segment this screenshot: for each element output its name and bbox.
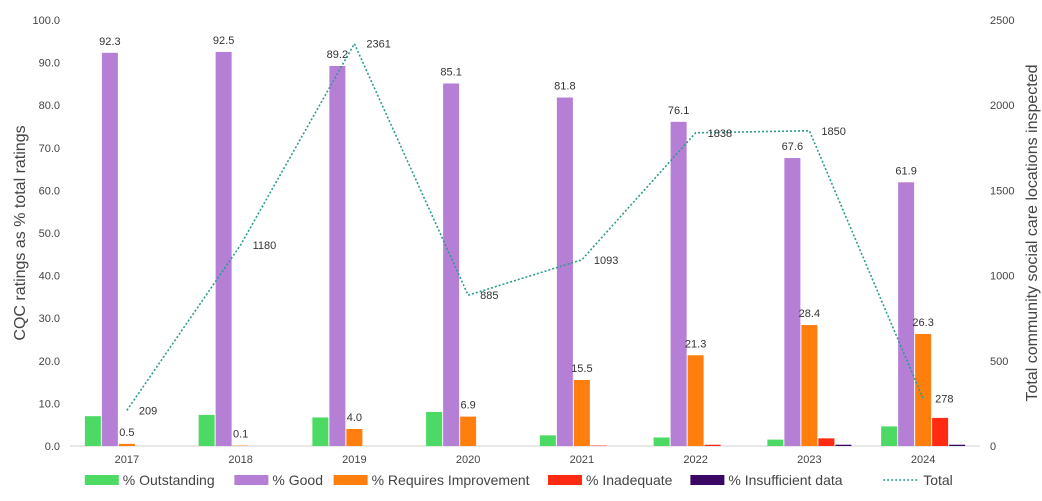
bar-requires-improvement: [574, 380, 590, 446]
total-data-label: 278: [935, 394, 953, 406]
bar-data-label: 6.9: [460, 400, 475, 412]
y-tick-label: 20.0: [39, 356, 60, 368]
legend-label: % Insufficient data: [728, 472, 842, 488]
bar-data-label: 81.8: [554, 81, 575, 93]
bar-outstanding: [85, 416, 101, 446]
bar-good: [671, 122, 687, 446]
total-data-label: 1180: [253, 240, 277, 252]
y-tick-label: 100.0: [32, 15, 60, 27]
bar-good: [216, 52, 232, 446]
bar-outstanding: [199, 415, 215, 446]
y2-tick-label: 1000: [990, 271, 1014, 283]
bar-good: [557, 98, 573, 446]
bar-data-label: 76.1: [668, 105, 689, 117]
legend-label: % Good: [272, 472, 323, 488]
y-tick-label: 0.0: [45, 441, 60, 453]
y-tick-label: 50.0: [39, 228, 60, 240]
y2-tick-label: 2500: [990, 15, 1014, 27]
bar-data-label: 4.0: [347, 412, 362, 424]
legend-swatch: [234, 475, 268, 485]
bar-good: [784, 158, 800, 446]
x-tick-label: 2024: [911, 454, 935, 466]
bar-outstanding: [426, 412, 442, 446]
bar-good: [102, 53, 118, 446]
bar-requires-improvement: [801, 325, 817, 446]
y-tick-label: 60.0: [39, 185, 60, 197]
x-tick-label: 2020: [456, 454, 480, 466]
bar-inadequate: [705, 445, 721, 446]
y2-tick-label: 2000: [990, 100, 1014, 112]
bar-data-label: 0.5: [119, 427, 134, 439]
legend-swatch: [85, 475, 119, 485]
bar-outstanding: [312, 417, 328, 446]
y2-tick-label: 0: [990, 441, 996, 453]
bar-requires-improvement: [119, 444, 135, 446]
y2-tick-label: 500: [990, 356, 1008, 368]
bar-data-label: 28.4: [799, 308, 820, 320]
bar-requires-improvement: [688, 355, 704, 446]
bar-inadequate: [932, 418, 948, 446]
x-tick-label: 2019: [342, 454, 366, 466]
bar-good: [329, 66, 345, 446]
bar-good: [443, 83, 459, 446]
bar-data-label: 85.1: [440, 66, 461, 78]
bar-data-label: 92.3: [99, 36, 120, 48]
legend-swatch: [690, 475, 724, 485]
bar-outstanding: [767, 440, 783, 446]
bar-outstanding: [881, 426, 897, 446]
bar-data-label: 0.1: [233, 429, 248, 441]
bar-data-label: 92.5: [213, 35, 234, 47]
y-tick-label: 10.0: [39, 398, 60, 410]
legend-label: % Requires Improvement: [372, 472, 530, 488]
x-tick-label: 2018: [228, 454, 252, 466]
y2-tick-label: 1500: [990, 185, 1014, 197]
bar-outstanding: [654, 437, 670, 446]
total-data-label: 209: [139, 405, 157, 417]
bar-good: [898, 182, 914, 446]
bar-data-label: 67.6: [782, 141, 803, 153]
bar-insufficient-data: [835, 445, 851, 446]
bar-data-label: 15.5: [571, 363, 592, 375]
bar-requires-improvement: [915, 334, 931, 446]
bar-insufficient-data: [949, 445, 965, 446]
x-tick-label: 2022: [683, 454, 707, 466]
y-axis-title: CQC ratings as % total ratings: [12, 125, 29, 340]
legend-swatch: [548, 475, 582, 485]
y-tick-label: 90.0: [39, 58, 60, 70]
legend-swatch: [334, 475, 368, 485]
total-data-label: 1093: [594, 255, 618, 267]
x-tick-label: 2021: [570, 454, 594, 466]
y-tick-label: 70.0: [39, 143, 60, 155]
total-data-label: 1838: [708, 128, 732, 140]
bar-data-label: 26.3: [912, 317, 933, 329]
legend-label: % Inadequate: [586, 472, 673, 488]
x-tick-label: 2017: [115, 454, 139, 466]
bar-inadequate: [818, 438, 834, 446]
legend-label: Total: [923, 472, 953, 488]
bar-outstanding: [540, 435, 556, 446]
bar-data-label: 21.3: [685, 338, 706, 350]
bar-data-label: 61.9: [895, 165, 916, 177]
legend-label: % Outstanding: [123, 472, 215, 488]
total-data-label: 885: [480, 290, 498, 302]
bar-requires-improvement: [460, 417, 476, 446]
total-data-label: 1850: [821, 126, 845, 138]
y-tick-label: 40.0: [39, 271, 60, 283]
total-data-label: 2361: [366, 39, 390, 51]
bar-requires-improvement: [346, 429, 362, 446]
y-tick-label: 30.0: [39, 313, 60, 325]
y2-axis-title: Total community social care locations in…: [1024, 64, 1041, 401]
y-tick-label: 80.0: [39, 100, 60, 112]
x-tick-label: 2023: [797, 454, 821, 466]
